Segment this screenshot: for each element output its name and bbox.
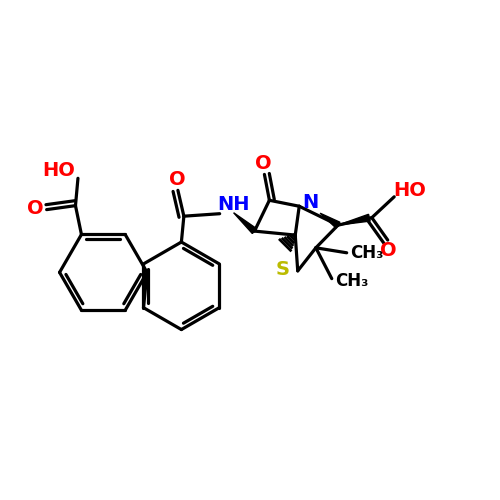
Text: NH: NH xyxy=(218,196,250,214)
Text: CH₃: CH₃ xyxy=(335,272,368,290)
Text: N: N xyxy=(302,193,318,212)
Text: HO: HO xyxy=(42,162,76,180)
Text: O: O xyxy=(380,242,397,260)
Text: O: O xyxy=(28,199,44,218)
Text: O: O xyxy=(255,154,272,173)
Text: O: O xyxy=(168,170,185,189)
Text: S: S xyxy=(276,260,290,280)
Polygon shape xyxy=(320,213,340,228)
Polygon shape xyxy=(338,214,370,225)
Text: CH₃: CH₃ xyxy=(350,244,384,262)
Polygon shape xyxy=(234,212,256,234)
Text: HO: HO xyxy=(394,182,426,201)
